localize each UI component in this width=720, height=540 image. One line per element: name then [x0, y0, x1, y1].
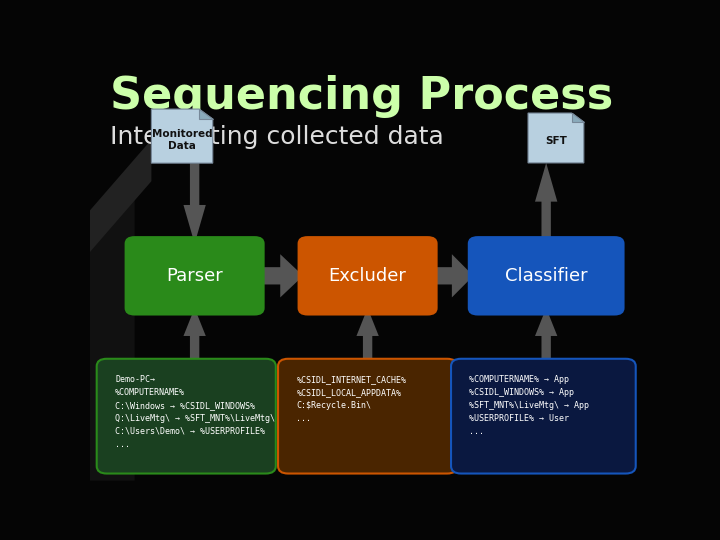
Polygon shape	[535, 308, 557, 366]
Text: %CSIDL_INTERNET_CACHE%
%CSIDL_LOCAL_APPDATA%
C:\$Recycle.Bin\
...: %CSIDL_INTERNET_CACHE% %CSIDL_LOCAL_APPD…	[297, 375, 407, 423]
FancyBboxPatch shape	[278, 359, 457, 474]
Text: Demo-PC→
%COMPUTERNAME%
C:\Windows → %CSIDL_WINDOWS%
Q:\LiveMtg\ → %SFT_MNT%\Liv: Demo-PC→ %COMPUTERNAME% C:\Windows → %CS…	[115, 375, 275, 449]
Polygon shape	[259, 254, 303, 298]
FancyBboxPatch shape	[297, 236, 438, 315]
Text: Monitored
Data: Monitored Data	[152, 129, 212, 151]
Text: Classifier: Classifier	[505, 267, 588, 285]
Text: Parser: Parser	[166, 267, 223, 285]
Polygon shape	[90, 168, 135, 481]
FancyBboxPatch shape	[96, 359, 276, 474]
Text: Excluder: Excluder	[328, 267, 407, 285]
Polygon shape	[184, 163, 206, 244]
Polygon shape	[151, 109, 213, 163]
Polygon shape	[528, 113, 584, 163]
Polygon shape	[90, 140, 151, 252]
FancyBboxPatch shape	[468, 236, 624, 315]
Text: %COMPUTERNAME% → App
%CSIDL_WINDOWS% → App
%SFT_MNT%\LiveMtg\ → App
%USERPROFILE: %COMPUTERNAME% → App %CSIDL_WINDOWS% → A…	[469, 375, 590, 436]
FancyBboxPatch shape	[451, 359, 636, 474]
Text: Sequencing Process: Sequencing Process	[109, 75, 613, 118]
Polygon shape	[432, 254, 473, 298]
Polygon shape	[184, 308, 206, 366]
Polygon shape	[356, 308, 379, 366]
Polygon shape	[572, 113, 584, 122]
Text: SFT: SFT	[545, 137, 567, 146]
FancyBboxPatch shape	[125, 236, 265, 315]
Polygon shape	[199, 109, 213, 119]
Polygon shape	[535, 163, 557, 244]
Text: Interpreting collected data: Interpreting collected data	[109, 125, 444, 149]
